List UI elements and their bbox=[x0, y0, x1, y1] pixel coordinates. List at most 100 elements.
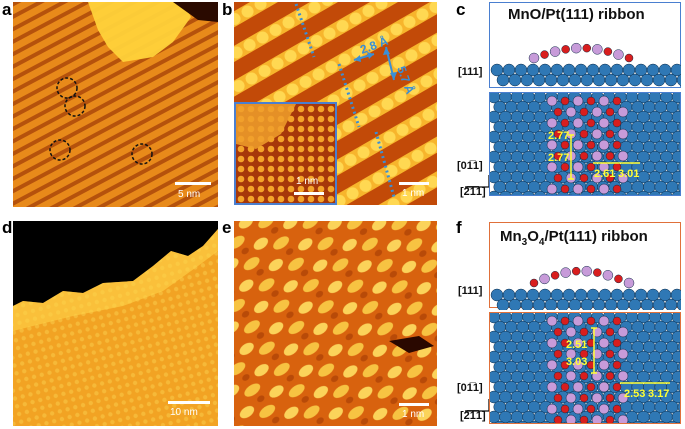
panel-e-label: e bbox=[222, 218, 232, 237]
o-atom bbox=[612, 338, 622, 348]
mn-atom bbox=[613, 49, 624, 60]
measure-c-1: 2.77 bbox=[548, 130, 569, 142]
o-atom bbox=[529, 278, 539, 288]
mn-atom bbox=[598, 337, 610, 349]
mn-atom bbox=[617, 392, 629, 404]
mn-atom bbox=[602, 270, 614, 281]
mn-atom bbox=[565, 106, 577, 118]
mn-atom bbox=[598, 95, 610, 107]
inset-image-b: 1 nm bbox=[234, 102, 337, 205]
defect-circle bbox=[56, 77, 78, 99]
axis-111-c: [111] bbox=[458, 66, 483, 78]
pt-atom bbox=[529, 420, 540, 423]
o-atom bbox=[605, 371, 615, 381]
pt-atom bbox=[604, 73, 618, 87]
mn-atom bbox=[572, 117, 584, 129]
mn-atom bbox=[595, 194, 599, 195]
title-sub-4: 4 bbox=[538, 237, 545, 248]
o-atom bbox=[605, 107, 615, 117]
pt-atom bbox=[520, 73, 534, 87]
pt-atom bbox=[670, 288, 681, 302]
o-atom bbox=[579, 173, 589, 183]
model-f-title: Mn3O4/Pt(111) ribbon bbox=[500, 228, 648, 248]
mn-atom bbox=[598, 117, 610, 129]
pt-atom bbox=[534, 190, 546, 195]
scale-bar-d bbox=[168, 401, 210, 404]
measure-c-3: 2.61 bbox=[594, 168, 615, 180]
defect-circle bbox=[49, 139, 71, 161]
o-atom bbox=[586, 382, 596, 392]
stm-image-d-graphic bbox=[13, 221, 218, 426]
mn-atom bbox=[560, 267, 571, 278]
scale-label-e: 1 nm bbox=[402, 409, 425, 420]
title-mn: Mn bbox=[500, 228, 522, 245]
mn-atom bbox=[546, 381, 558, 393]
model-f-side-view bbox=[490, 265, 681, 310]
o-atom bbox=[614, 274, 623, 284]
mn-atom bbox=[572, 403, 584, 415]
mn-atom bbox=[623, 277, 635, 289]
o-atom bbox=[553, 415, 563, 423]
pt-atom bbox=[511, 190, 523, 195]
o-atom bbox=[560, 316, 570, 326]
mn-atom bbox=[598, 139, 610, 151]
pt-atom bbox=[671, 110, 680, 124]
mn-atom bbox=[621, 194, 625, 195]
o-atom bbox=[560, 382, 570, 392]
o-atom bbox=[612, 382, 622, 392]
axis-211-f: [2̅1̅1] bbox=[460, 410, 486, 422]
pt-atom bbox=[667, 420, 678, 423]
o-atom bbox=[612, 96, 622, 106]
mn-atom bbox=[592, 44, 603, 55]
o-atom bbox=[561, 45, 570, 54]
mn-atom bbox=[572, 183, 584, 195]
mn-atom bbox=[570, 42, 582, 54]
mn-atom bbox=[617, 414, 629, 423]
pt-atom bbox=[677, 182, 680, 192]
mn-atom bbox=[565, 370, 577, 382]
pt-atom bbox=[592, 73, 606, 87]
pt-atom bbox=[508, 73, 522, 87]
model-f-top-frame: 2.51 3.03 2.53 3.17 bbox=[489, 312, 681, 424]
pt-atom bbox=[637, 190, 650, 195]
pt-atom bbox=[677, 122, 680, 132]
o-atom bbox=[579, 349, 589, 359]
pt-atom bbox=[664, 298, 678, 310]
mn-atom bbox=[617, 172, 629, 184]
panel-c-label: c bbox=[456, 0, 466, 19]
pt-atom bbox=[677, 162, 680, 172]
mn-atom bbox=[546, 403, 558, 415]
mn-atom bbox=[572, 337, 584, 349]
o-atom bbox=[612, 404, 622, 414]
mn-atom bbox=[591, 392, 603, 404]
o-atom bbox=[553, 151, 563, 161]
axis-011-f: [01̅1] bbox=[457, 382, 483, 394]
stm-image-d: 10 nm bbox=[13, 221, 218, 426]
o-atom bbox=[586, 360, 596, 370]
o-atom bbox=[605, 349, 615, 359]
pt-atom bbox=[664, 73, 678, 87]
o-atom bbox=[612, 184, 622, 194]
o-atom bbox=[560, 338, 570, 348]
o-atom bbox=[586, 184, 596, 194]
mn-atom bbox=[572, 315, 584, 327]
o-atom bbox=[560, 360, 570, 370]
defect-circle bbox=[131, 143, 153, 165]
pt-atom bbox=[568, 298, 582, 310]
pt-atom bbox=[644, 420, 655, 423]
pt-atom bbox=[568, 73, 582, 87]
o-atom bbox=[553, 327, 563, 337]
o-atom bbox=[582, 43, 592, 53]
pt-atom bbox=[671, 130, 680, 144]
mn-atom bbox=[591, 128, 603, 140]
mn-atom bbox=[598, 315, 610, 327]
o-atom bbox=[579, 107, 589, 117]
pt-atom bbox=[532, 298, 546, 310]
pt-atom bbox=[499, 190, 512, 195]
pt-atom bbox=[671, 93, 680, 104]
measure-f-4: 3.17 bbox=[648, 388, 669, 400]
stm-image-a: 5 nm bbox=[13, 2, 218, 207]
mn-atom bbox=[591, 150, 603, 162]
pt-atom bbox=[640, 73, 654, 87]
mn-atom bbox=[572, 139, 584, 151]
